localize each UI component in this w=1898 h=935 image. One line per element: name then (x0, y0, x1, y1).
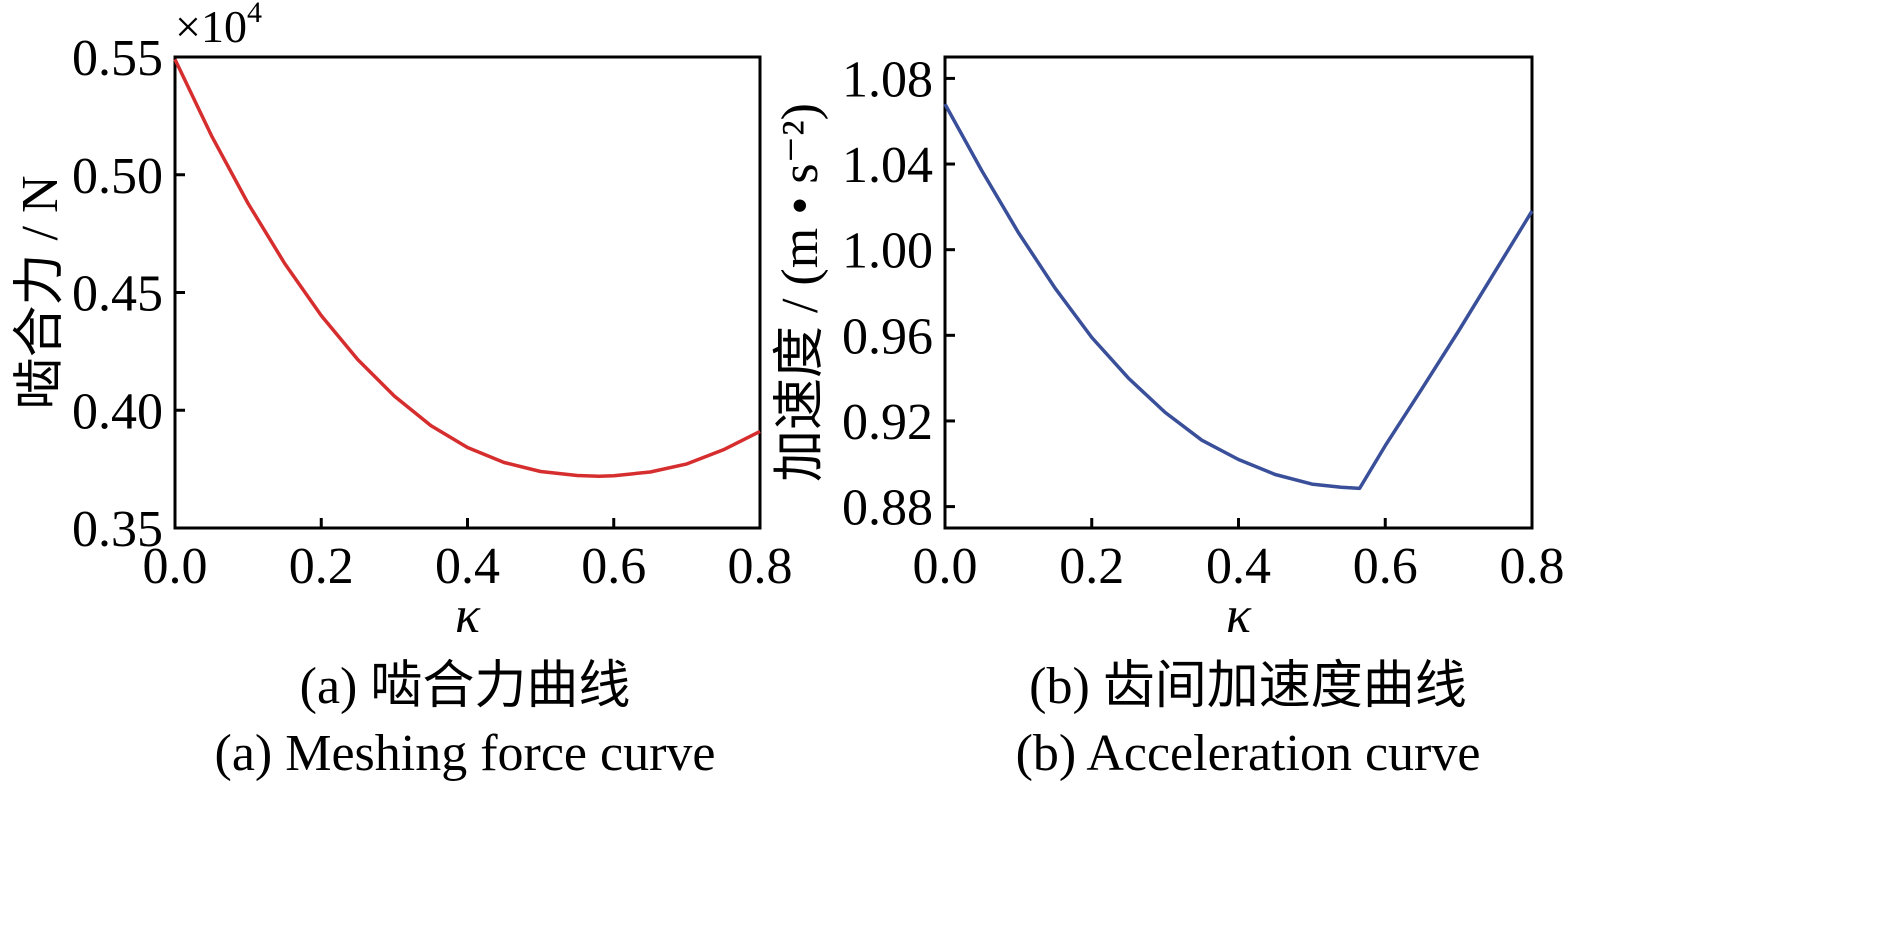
x-tick-label: 0.0 (143, 538, 208, 595)
y-tick-label: 0.50 (72, 148, 163, 205)
y-tick-label: 0.40 (72, 383, 163, 440)
y-tick-label: 1.04 (842, 137, 933, 194)
caption-chinese: (b) 齿间加速度曲线 (1029, 658, 1467, 715)
y-tick-label: 0.88 (842, 480, 933, 537)
x-tick-label: 0.2 (289, 538, 354, 595)
x-tick-label: 0.4 (1206, 538, 1271, 595)
x-tick-label: 0.6 (581, 538, 646, 595)
caption-chinese: (a) 啮合力曲线 (300, 658, 631, 715)
x-tick-label: 0.6 (1353, 538, 1418, 595)
x-tick-label: 0.2 (1059, 538, 1124, 595)
y-axis-label: 啮合力 / N (12, 175, 69, 409)
series-line-0 (943, 103, 1534, 491)
y-axis-multiplier: ×104 (175, 0, 262, 52)
series-line-0 (173, 58, 761, 478)
multiplier-base: ×10 (175, 1, 247, 52)
x-tick-label: 0.8 (728, 538, 793, 595)
caption-english: (a) Meshing force curve (215, 725, 716, 782)
x-tick-label: 0.8 (1500, 538, 1565, 595)
x-tick-label: 0.4 (435, 538, 500, 595)
multiplier-exponent: 4 (247, 0, 262, 29)
y-tick-label: 1.08 (842, 51, 933, 108)
panel-b-acceleration: 0.0 0.2 0.4 0.6 0.8 0.88 0.92 0.96 1.00 1.04 1.08 κ… (772, 51, 1565, 782)
y-tick-label: 0.45 (72, 266, 163, 323)
y-tick-label: 0.55 (72, 30, 163, 87)
y-tick-label: 0.35 (72, 501, 163, 558)
plot-frame (943, 55, 1534, 530)
y-tick-label: 0.92 (842, 394, 933, 451)
x-axis-label: κ (1226, 587, 1252, 644)
plot-frame (173, 55, 762, 530)
caption-english: (b) Acceleration curve (1016, 725, 1481, 782)
y-axis-label: 加速度 / (m • s⁻²) (772, 103, 829, 482)
y-tick-label: 0.96 (842, 308, 933, 365)
panel-a-meshing-force: 0.0 0.2 0.4 0.6 0.8 0.35 0.40 0.45 0.50 0.55 κ 啮合力 … (12, 0, 793, 782)
y-tick-label: 1.00 (842, 223, 933, 280)
x-axis-label: κ (455, 587, 481, 644)
x-tick-label: 0.0 (913, 538, 978, 595)
